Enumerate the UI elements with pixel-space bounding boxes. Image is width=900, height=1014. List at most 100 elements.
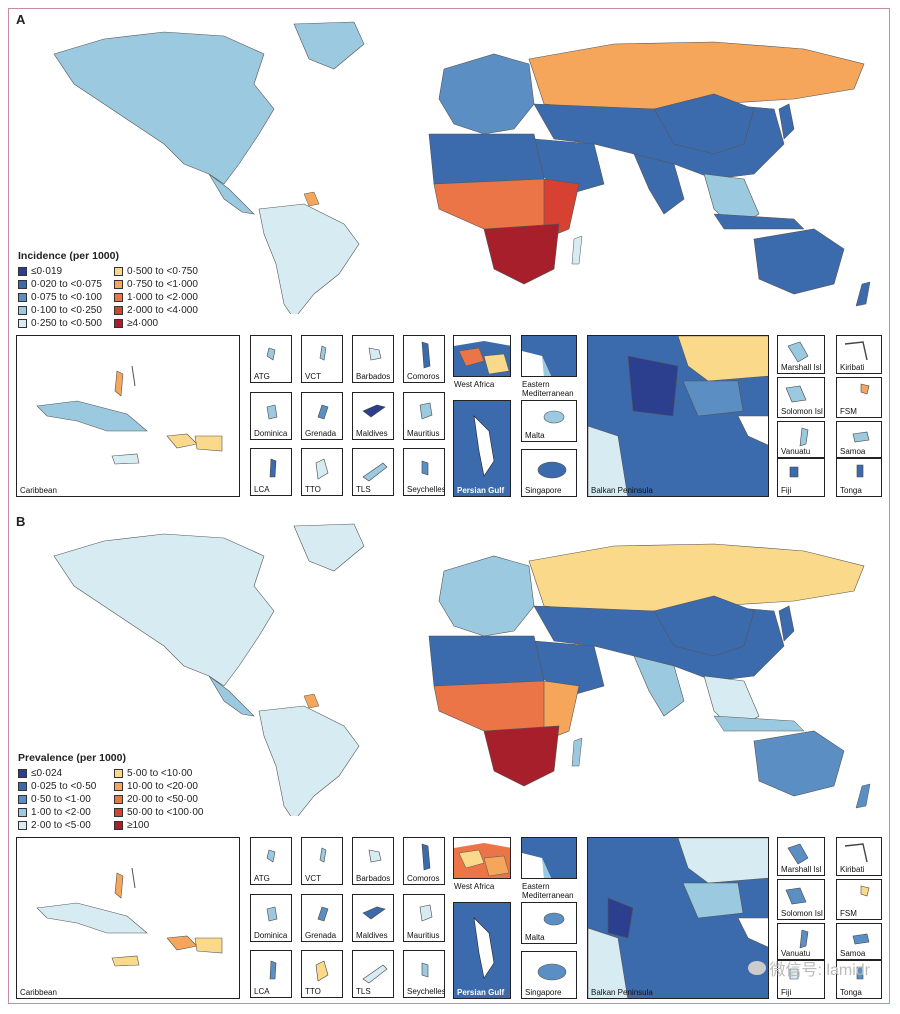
legend-item: 2·000 to <4·000 [114,304,224,316]
inset-pacific-island: Tonga [836,458,882,497]
legend-item: 0·025 to <0·50 [18,780,112,792]
legend-label: 0·250 to <0·500 [31,317,102,329]
legend-item: ≥100 [114,819,224,831]
inset-label: Seychelles [407,485,445,494]
inset-singapore: Singapore [521,951,577,999]
east-africa [543,680,580,742]
inset-label: Comoros [407,874,440,883]
inset-pacific-island: Vanuatu [777,923,825,960]
inset-label: Singapore [525,486,562,495]
inset-caribbean: Caribbean [16,837,240,999]
legend-item: 1·000 to <2·000 [114,291,224,303]
inset-pacific-island: FSM [836,377,882,418]
north-america [53,533,275,687]
indonesia [713,213,805,230]
inset-label: LCA [254,987,270,996]
central-america [208,675,255,717]
inset-label: TTO [305,485,321,494]
inset-label: Fiji [781,988,792,997]
inset-label: Vanuatu [781,447,811,456]
inset-label: Eastern Mediterranean [522,882,574,900]
inset-label: Dominica [254,429,288,438]
europe [438,555,535,637]
south-america [258,705,360,816]
world-map-prevalence [53,523,871,816]
north-america [53,31,275,185]
legend-swatch [18,279,27,289]
indonesia [713,715,805,732]
legend-swatch [18,768,27,778]
legend-label: 0·020 to <0·075 [31,278,102,290]
inset-pacific-island: Tonga [836,960,882,999]
china [653,595,755,657]
inset-label: Barbados [356,874,391,883]
legend-title: Incidence (per 1000) [18,250,119,262]
legend-label: 0·075 to <0·100 [31,291,102,303]
panel-a-letter: A [16,12,26,27]
legend-grid: ≤0·019 0·500 to <0·750 0·020 to <0·075 0·75… [18,265,224,329]
inset-label: Tonga [840,988,862,997]
inset-pacific-island: Solomon Isl [777,879,825,920]
inset-pacific-island: Solomon Isl [777,377,825,418]
inset-west-africa [453,837,511,879]
inset-label: TTO [305,987,321,996]
legend-swatch [114,807,123,817]
inset-label: ATG [254,372,270,381]
new-zealand [855,783,871,809]
inset-label: Fiji [781,486,792,495]
inset-persian-gulf: Persian Gulf [453,902,511,999]
europe [438,53,535,135]
legend-label: 0·500 to <0·750 [127,265,198,277]
legend-item: 50·00 to <100·00 [114,806,224,818]
legend-swatch [18,292,27,302]
inset-pacific-island: Kiribati [836,335,882,374]
inset-label: Persian Gulf [457,486,505,495]
inset-balkan: Balkan Peninsula [587,837,769,999]
inset-label: Comoros [407,372,440,381]
legend-item: 1·00 to <2·00 [18,806,112,818]
legend-item: 0·750 to <1·000 [114,278,224,290]
legend-label: ≤0·024 [31,767,63,779]
inset-small-island: TLS [352,950,394,998]
inset-eastern-med [521,335,577,377]
legend-label: 0·100 to <0·250 [31,304,102,316]
legend-swatch [114,292,123,302]
inset-small-island: Dominica [250,894,292,942]
inset-label: Balkan Peninsula [591,486,653,495]
china [653,93,755,155]
watermark: 微信号: lamidr [747,956,870,980]
inset-malta: Malta [521,400,577,442]
legend-item: ≥4·000 [114,317,224,329]
watermark-text: 微信号: lamidr [769,962,870,979]
inset-small-island: TTO [301,950,343,998]
legend-label: 2·000 to <4·000 [127,304,198,316]
inset-label: Mauritius [407,931,440,940]
southern-africa [483,725,560,787]
legend-swatch [18,266,27,276]
australia [753,730,845,797]
legend-item: ≤0·019 [18,265,112,277]
inset-small-island: TLS [352,448,394,496]
legend-label: 50·00 to <100·00 [127,806,204,818]
legend-label: 0·750 to <1·000 [127,278,198,290]
legend-item: 20·00 to <50·00 [114,793,224,805]
inset-small-island: Dominica [250,392,292,440]
inset-small-island: Mauritius [403,392,445,440]
inset-small-island: Seychelles [403,950,445,998]
legend-b: Prevalence (per 1000) ≤0·024 5·00 to <10·… [18,752,224,831]
legend-label: ≥100 [127,819,150,831]
legend-swatch [114,279,123,289]
legend-grid: ≤0·024 5·00 to <10·00 0·025 to <0·50 10·00 … [18,767,224,831]
new-zealand [855,281,871,307]
inset-pacific-island: Marshall Isl [777,837,825,876]
inset-pacific-island: Fiji [777,458,825,497]
inset-pacific-island: Samoa [836,421,882,458]
legend-item: 0·250 to <0·500 [18,317,112,329]
inset-label: Grenada [305,931,337,940]
japan [778,605,795,642]
legend-item: 0·500 to <0·750 [114,265,224,277]
inset-small-island: Comoros [403,837,445,885]
greenland [293,523,365,572]
inset-label: Vanuatu [781,949,811,958]
inset-label: Malta [525,431,545,440]
